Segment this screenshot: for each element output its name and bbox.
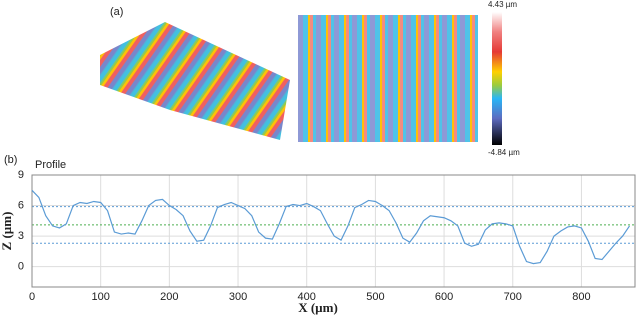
- x-tick-label: 500: [366, 291, 384, 303]
- profile-line: [31, 189, 631, 265]
- y-tick-label: 9: [18, 169, 24, 181]
- y-axis-label: Z (µm): [0, 212, 14, 251]
- y-tick-label: 0: [18, 261, 24, 273]
- x-tick-label: 200: [160, 291, 178, 303]
- x-tick-label: 400: [298, 291, 316, 303]
- y-tick-label: 3: [18, 230, 24, 242]
- colorbar: [492, 12, 502, 145]
- x-axis-label: X (µm): [298, 300, 338, 315]
- x-tick-label: 300: [229, 291, 247, 303]
- y-tick-label: 6: [18, 199, 24, 211]
- x-tick-label: 700: [504, 291, 522, 303]
- colorbar-max: 4.43 µm: [488, 0, 517, 9]
- x-tick-label: 100: [91, 291, 109, 303]
- chart-title: Profile: [35, 159, 66, 171]
- height-map: [298, 15, 478, 142]
- x-tick-label: 0: [29, 291, 35, 303]
- plot-frame: [31, 174, 636, 288]
- colorbar-min: -4.84 µm: [488, 148, 520, 157]
- panel-label: (a): [110, 6, 123, 18]
- surface-3d: [100, 22, 290, 140]
- x-tick-label: 600: [435, 291, 453, 303]
- panel-label: (b): [4, 154, 17, 166]
- x-tick-label: 800: [572, 291, 590, 303]
